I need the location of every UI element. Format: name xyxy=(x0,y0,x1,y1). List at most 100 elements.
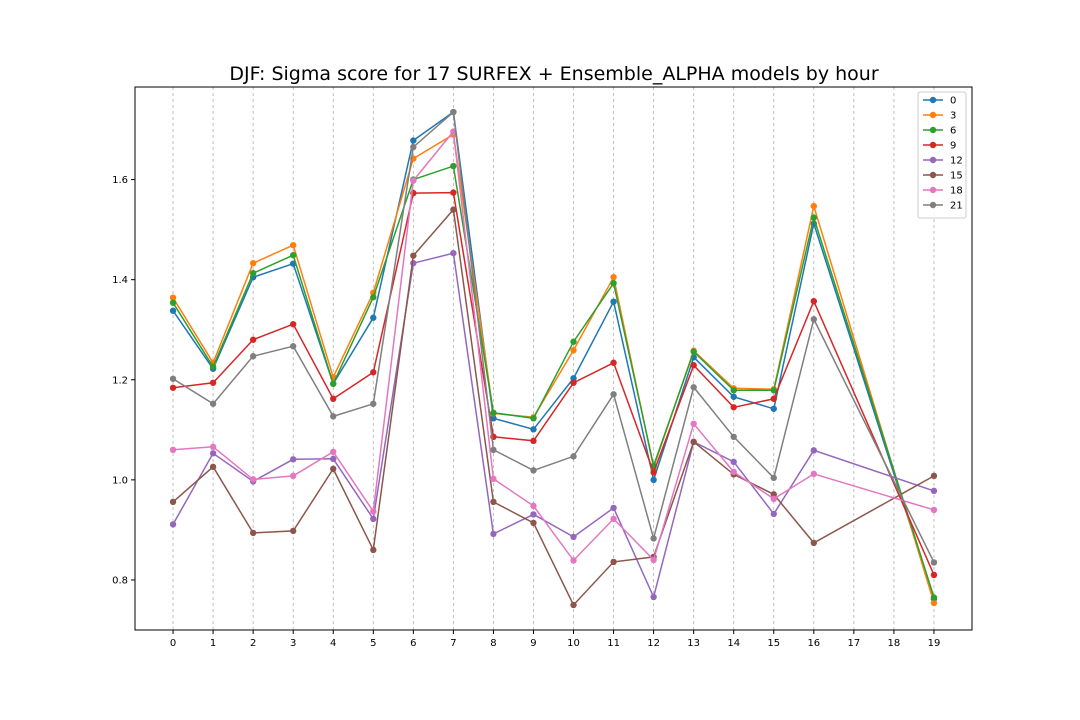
data-point xyxy=(730,458,737,466)
data-point xyxy=(730,433,737,441)
data-point xyxy=(370,508,377,515)
data-point xyxy=(650,556,657,564)
data-point xyxy=(370,400,377,407)
data-point xyxy=(249,353,257,360)
series-line xyxy=(172,110,935,600)
legend-marker xyxy=(929,156,937,164)
data-point xyxy=(370,515,377,523)
data-point xyxy=(690,384,697,391)
data-point xyxy=(370,314,377,321)
x-tick-label: 1 xyxy=(210,638,216,649)
data-point xyxy=(650,469,657,476)
legend-label: 12 xyxy=(950,156,963,167)
data-point xyxy=(249,259,257,267)
data-point xyxy=(289,343,297,350)
series-line xyxy=(172,207,935,607)
data-point xyxy=(570,379,577,386)
data-point xyxy=(370,293,377,301)
data-point xyxy=(610,391,617,398)
data-point xyxy=(570,557,577,564)
series-9 xyxy=(169,189,938,579)
x-tick-label: 19 xyxy=(928,638,941,649)
data-point xyxy=(370,369,377,376)
data-point xyxy=(490,475,497,483)
data-point xyxy=(450,189,457,196)
x-tick-label: 3 xyxy=(290,638,296,649)
legend-label: 18 xyxy=(950,186,963,197)
data-point xyxy=(209,463,217,471)
data-point xyxy=(169,375,177,382)
series-21 xyxy=(169,108,938,566)
data-point xyxy=(810,214,818,221)
data-point xyxy=(330,395,337,402)
data-point xyxy=(289,456,297,463)
data-point xyxy=(249,336,257,343)
data-point xyxy=(490,446,497,454)
chart-title: DJF: Sigma score for 17 SURFEX + Ensembl… xyxy=(229,63,879,85)
legend-box xyxy=(917,91,967,219)
data-point xyxy=(770,491,777,498)
data-point xyxy=(810,297,818,305)
data-point xyxy=(370,546,377,554)
data-point xyxy=(209,443,217,451)
data-point xyxy=(169,294,177,301)
data-point xyxy=(730,387,737,394)
y-tick-label: 1.2 xyxy=(112,375,128,386)
data-point xyxy=(530,467,537,474)
data-point xyxy=(169,299,177,306)
data-point xyxy=(249,529,257,537)
plot-area xyxy=(135,87,972,630)
data-point xyxy=(169,384,177,391)
data-point xyxy=(530,415,537,422)
data-point xyxy=(650,535,657,542)
legend-label: 15 xyxy=(950,171,963,182)
data-point xyxy=(530,426,537,433)
series-15 xyxy=(169,206,938,609)
data-point xyxy=(530,519,537,527)
data-point xyxy=(610,515,617,523)
data-point xyxy=(410,177,417,184)
data-point xyxy=(930,506,938,514)
legend-marker xyxy=(929,126,937,134)
series-0 xyxy=(169,108,938,603)
data-point xyxy=(450,162,457,170)
data-point xyxy=(209,363,217,370)
series-line xyxy=(172,165,935,598)
data-point xyxy=(330,413,337,420)
legend-marker xyxy=(929,186,937,194)
data-point xyxy=(930,599,938,607)
plot-frame xyxy=(134,86,973,631)
y-tick-label: 0.8 xyxy=(112,575,128,586)
data-point xyxy=(610,273,617,281)
data-point xyxy=(169,498,177,506)
data-point xyxy=(570,533,577,541)
data-point xyxy=(610,504,617,512)
data-point xyxy=(450,108,457,116)
data-point xyxy=(410,137,417,144)
data-point xyxy=(650,476,657,484)
data-point xyxy=(169,307,177,314)
x-tick-label: 18 xyxy=(888,638,901,649)
data-point xyxy=(930,487,938,495)
data-point xyxy=(610,298,617,305)
data-point xyxy=(570,347,577,354)
data-point xyxy=(770,495,777,503)
data-point xyxy=(570,601,577,609)
data-point xyxy=(169,521,177,528)
series-group xyxy=(169,108,938,609)
legend-marker xyxy=(929,201,937,209)
x-tick-label: 17 xyxy=(847,638,860,649)
data-point xyxy=(330,448,337,456)
data-point xyxy=(610,558,617,566)
data-point xyxy=(570,375,577,382)
data-point xyxy=(570,453,577,460)
x-tick-label: 6 xyxy=(410,638,416,649)
x-tick-label: 9 xyxy=(530,638,536,649)
data-point xyxy=(209,400,217,407)
legend-marker xyxy=(929,111,937,119)
legend-label: 6 xyxy=(950,126,956,137)
data-point xyxy=(810,202,818,210)
data-point xyxy=(450,206,457,213)
data-point xyxy=(770,405,777,412)
data-point xyxy=(690,348,697,355)
